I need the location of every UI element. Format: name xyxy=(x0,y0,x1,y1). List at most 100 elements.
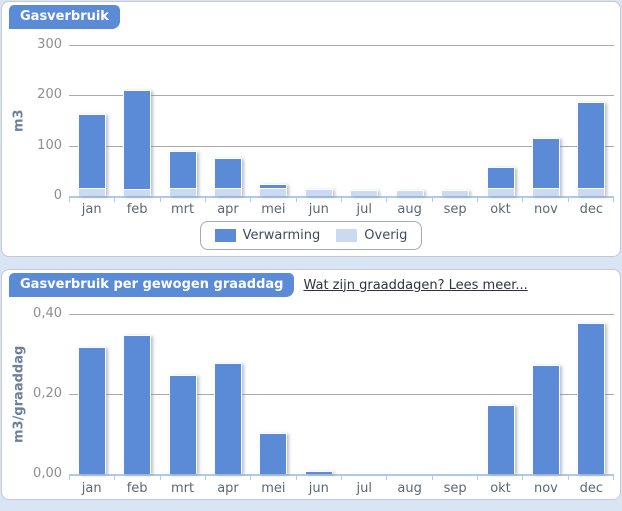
bar-dec xyxy=(577,323,606,474)
bar-sep xyxy=(441,190,470,196)
axis-tick xyxy=(342,198,388,202)
gasverbruik-per-gewogen-graaddag-segment xyxy=(260,434,287,474)
y-tick-label: 0,00 xyxy=(33,466,62,481)
axis-tick xyxy=(115,476,161,480)
plot-area xyxy=(69,45,614,198)
month-cell-mrt xyxy=(160,375,205,474)
overig-segment xyxy=(305,190,332,196)
x-label-mrt: mrt xyxy=(171,481,195,496)
bar-nov xyxy=(531,138,560,196)
overig-segment xyxy=(396,191,423,196)
month-cell-dec xyxy=(569,323,614,474)
graaddag-header: Gasverbruik per gewogen graaddag Wat zij… xyxy=(9,273,528,297)
x-label-jan: jan xyxy=(81,202,102,217)
legend: Verwarming Overig xyxy=(2,221,620,250)
bar-okt xyxy=(486,167,515,196)
axis-tick xyxy=(251,476,297,480)
gasverbruik-per-gewogen-graaddag-segment xyxy=(169,376,196,474)
axis-tick xyxy=(433,198,478,202)
month-cell-sep xyxy=(432,190,477,196)
axis-tick xyxy=(69,198,116,202)
verwarming-segment xyxy=(532,139,559,189)
gasverbruik-per-gewogen-graaddag-segment xyxy=(214,364,241,474)
x-label-okt: okt xyxy=(490,481,511,496)
x-label-nov: nov xyxy=(533,481,558,496)
x-axis-tickmarks xyxy=(69,198,614,202)
bar-feb xyxy=(123,90,152,196)
x-label-nov: nov xyxy=(533,202,558,217)
x-label-jul: jul xyxy=(356,202,372,217)
x-label-jan: jan xyxy=(81,481,102,496)
axis-tick xyxy=(387,476,433,480)
y-tick-label: 300 xyxy=(37,37,62,52)
bar-mei xyxy=(259,184,288,196)
month-cell-jun xyxy=(296,471,341,474)
month-cell-mrt xyxy=(160,151,205,196)
x-label-sep: sep xyxy=(443,481,467,496)
y-tick-label: 0,20 xyxy=(33,386,62,401)
verwarming-segment xyxy=(214,159,241,189)
graaddagen-info-link[interactable]: Wat zijn graaddagen? Lees meer... xyxy=(303,277,528,293)
y-tick-label: 100 xyxy=(37,137,62,153)
gasverbruik-per-gewogen-graaddag-segment xyxy=(532,366,559,474)
x-label-jul: jul xyxy=(356,481,372,496)
gasverbruik-panel: Gasverbruik m3 300 200 100 0 jan feb mrt apr me… xyxy=(1,1,621,257)
gasverbruik-header: Gasverbruik xyxy=(9,5,120,29)
x-label-mrt: mrt xyxy=(171,202,195,217)
month-cell-mei xyxy=(251,184,296,196)
y-axis-tick-labels: 300 200 100 0 xyxy=(2,37,62,203)
bars-row xyxy=(69,45,614,196)
gridline xyxy=(69,45,614,46)
overig-segment xyxy=(260,189,287,196)
y-axis-tick-labels: 0,40 0,20 0,00 xyxy=(2,306,62,481)
gasverbruik-per-gewogen-graaddag-segment xyxy=(578,324,605,474)
x-axis-labels: jan feb mrt apr mei jun jul aug sep okt nov dec xyxy=(69,481,614,496)
overig-segment xyxy=(124,190,151,196)
x-label-aug: aug xyxy=(397,202,422,217)
gridline xyxy=(69,394,614,395)
y-tick-label: 0 xyxy=(53,188,62,203)
month-cell-jan xyxy=(69,347,114,474)
month-cell-dec xyxy=(569,102,614,196)
verwarming-segment xyxy=(578,103,605,189)
month-cell-feb xyxy=(114,335,159,474)
x-label-mei: mei xyxy=(261,481,286,496)
x-label-okt: okt xyxy=(490,202,511,217)
month-cell-jun xyxy=(296,189,341,196)
bar-feb xyxy=(123,335,152,474)
axis-tick xyxy=(251,198,297,202)
axis-tick xyxy=(569,476,614,480)
verwarming-segment xyxy=(260,185,287,189)
overig-segment xyxy=(78,189,105,196)
bar-apr xyxy=(213,158,242,196)
x-label-aug: aug xyxy=(397,481,422,496)
gridline xyxy=(69,145,614,147)
overig-segment xyxy=(169,189,196,196)
verwarming-legend-label: Verwarming xyxy=(242,228,321,243)
verwarming-segment xyxy=(169,152,196,189)
axis-tick xyxy=(161,198,206,202)
overig-segment xyxy=(578,189,605,196)
month-cell-nov xyxy=(523,365,568,474)
plot-area xyxy=(69,314,614,476)
month-cell-feb xyxy=(114,90,159,196)
bar-jun xyxy=(304,471,333,474)
month-cell-mei xyxy=(251,433,296,474)
verwarming-segment xyxy=(487,168,514,189)
x-label-jun: jun xyxy=(308,481,329,496)
overig-segment xyxy=(487,189,514,196)
x-label-dec: dec xyxy=(579,481,604,496)
axis-tick xyxy=(478,476,524,480)
month-cell-jan xyxy=(69,114,114,196)
bar-jan xyxy=(77,347,106,474)
axis-tick xyxy=(115,198,161,202)
x-label-feb: feb xyxy=(126,481,148,496)
bar-jun xyxy=(304,189,333,196)
x-label-mei: mei xyxy=(261,202,286,217)
gasverbruik-per-gewogen-graaddag-segment xyxy=(124,336,151,474)
y-tick-label: 0,40 xyxy=(33,306,62,321)
overig-segment xyxy=(442,191,469,196)
month-cell-apr xyxy=(205,158,250,196)
bar-aug xyxy=(395,190,424,196)
axis-tick xyxy=(297,198,342,202)
